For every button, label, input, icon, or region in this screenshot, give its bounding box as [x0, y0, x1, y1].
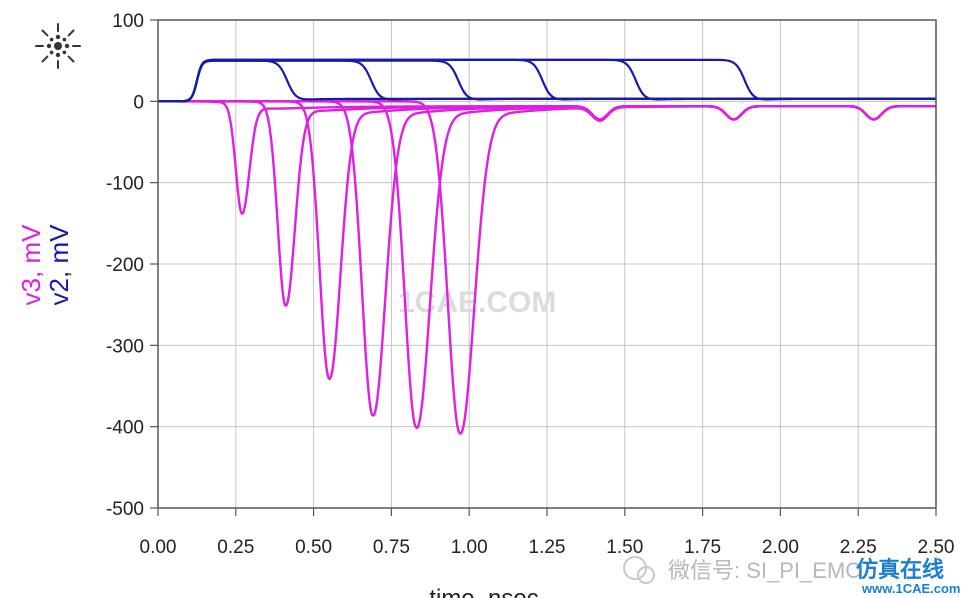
y-axis-label-2: v2, mV: [44, 224, 74, 306]
y-tick-label: -400: [106, 418, 144, 439]
x-tick-label: 2.50: [918, 537, 955, 558]
x-tick-label: 2.25: [840, 537, 877, 558]
x-tick-label: 1.75: [684, 537, 721, 558]
site-name-cn: 仿真在线: [856, 557, 944, 582]
x-tick-label: 0.75: [373, 537, 410, 558]
x-tick-label: 0.50: [295, 537, 332, 558]
grid: [157, 19, 937, 509]
wechat-watermark: 微信号: SI_PI_EMC: [623, 556, 861, 584]
y-axis-label-1: v3, mV: [16, 224, 46, 306]
logo-starburst-icon: [35, 23, 81, 69]
x-tick-label: 1.25: [529, 537, 566, 558]
y-axis-ticks: 100 0 -100 -200 -300 -400 -500: [106, 11, 158, 520]
x-axis-ticks: 0.00 0.25 0.50 0.75 1.00 1.25 1.50 1.75 2.00 2.25…: [140, 508, 955, 558]
y-tick-label: -200: [106, 255, 144, 276]
x-tick-label: 0.25: [217, 537, 254, 558]
v3-trace: [158, 100, 936, 435]
plot-frame: [157, 19, 937, 509]
site-url: www.1CAE.com: [861, 581, 960, 596]
series-group: [158, 58, 936, 435]
x-tick-label: 1.00: [451, 537, 488, 558]
wechat-id: 微信号: SI_PI_EMC: [668, 558, 861, 583]
y-tick-label: -100: [106, 174, 144, 195]
x-tick-label: 2.00: [762, 537, 799, 558]
x-tick-label: 1.50: [606, 537, 643, 558]
y-tick-label: -500: [106, 499, 144, 520]
x-tick-label: 0.00: [140, 537, 177, 558]
y-tick-label: 0: [133, 92, 144, 113]
v2-trace: [158, 58, 936, 103]
x-axis-label: time, nsec: [429, 585, 538, 598]
center-watermark: 1CAE.COM: [398, 286, 556, 319]
y-tick-label: -300: [106, 336, 144, 357]
y-tick-label: 100: [112, 11, 144, 32]
